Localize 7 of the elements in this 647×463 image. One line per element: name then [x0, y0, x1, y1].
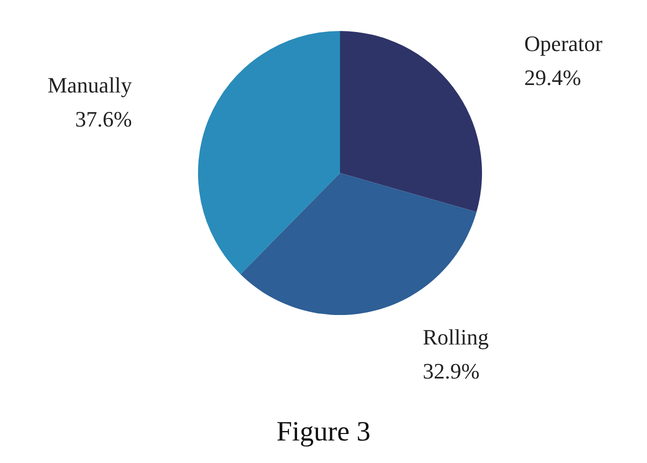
data-label: 29.4%	[524, 64, 582, 90]
slice-label: Rolling	[422, 324, 489, 350]
caption: Figure 3	[276, 416, 371, 448]
data-label: 32.9%	[422, 358, 480, 384]
data-label: 37.6%	[75, 106, 132, 132]
slice-label: Operator	[524, 30, 604, 56]
slice-label: Manually	[48, 72, 132, 98]
